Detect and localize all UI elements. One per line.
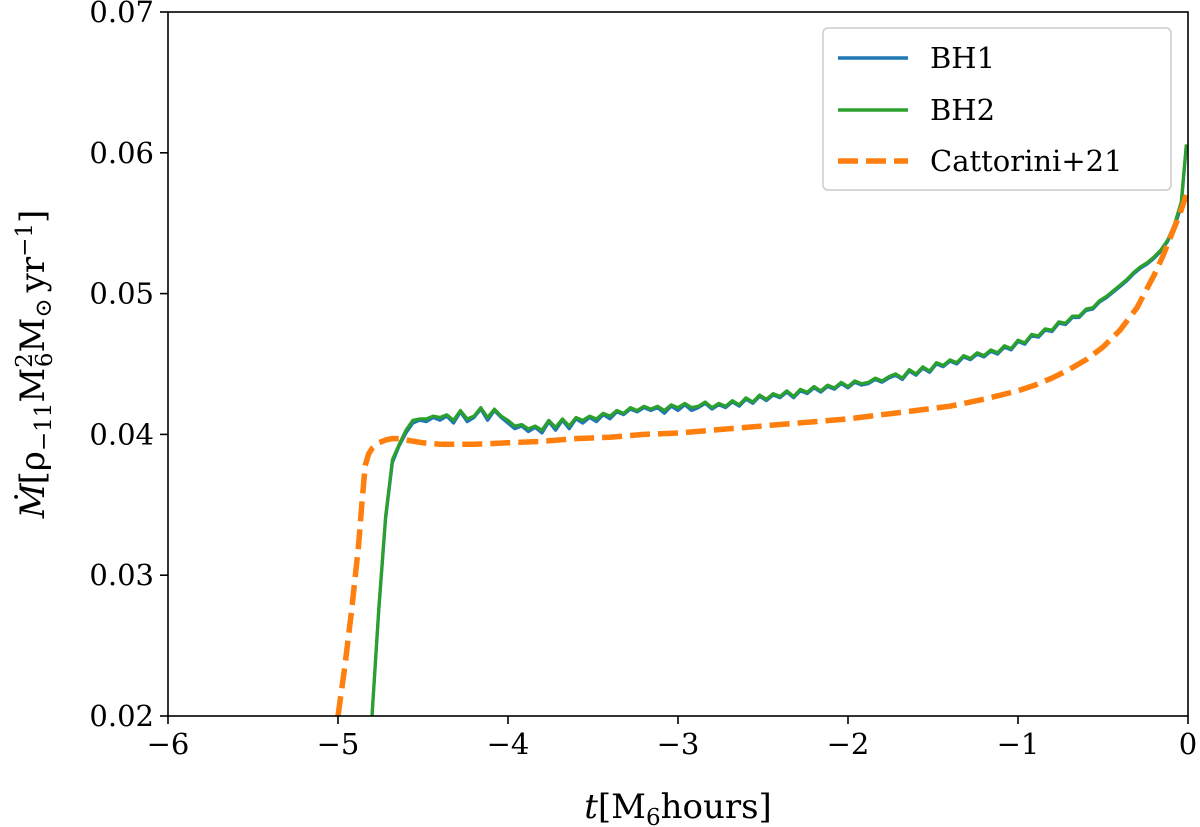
y-tick-label: 0.07 xyxy=(89,0,154,29)
y-axis-label-open: [ρ xyxy=(13,451,53,484)
y-tick-label: 0.02 xyxy=(89,699,154,733)
x-tick-label: −6 xyxy=(147,727,190,761)
x-axis-label-rest: hours] xyxy=(661,787,772,827)
legend-label-bh2: BH2 xyxy=(930,93,995,127)
y-axis-label-rho-sub: −11 xyxy=(31,403,57,452)
series-layer xyxy=(335,144,1188,716)
x-axis-label-var: t xyxy=(584,787,598,827)
x-axis-ticks: −6 −5 −4 −3 −2 −1 0 xyxy=(147,716,1197,761)
x-tick-label: −4 xyxy=(487,727,530,761)
y-axis-label-m-sup: 2 xyxy=(12,353,38,368)
legend-label-bh1: BH1 xyxy=(930,41,995,75)
y-tick-label: 0.04 xyxy=(89,417,154,451)
y-axis-ticks: 0.02 0.03 0.04 0.05 0.06 0.07 xyxy=(89,0,168,733)
y-axis-label-yr-sup: −1 xyxy=(12,223,38,257)
x-tick-label: −5 xyxy=(317,727,360,761)
x-tick-label: 0 xyxy=(1179,727,1197,761)
x-axis-label: t[M6hours] xyxy=(584,787,772,827)
legend-box xyxy=(822,27,1172,191)
y-axis-label-sun-sub: ⊙ xyxy=(31,298,57,317)
series-line-bh2 xyxy=(370,144,1188,716)
x-axis-label-open: [M xyxy=(598,787,646,827)
x-axis-label-sub: 6 xyxy=(646,805,661,827)
y-axis-label-mdot: M xyxy=(13,482,53,519)
y-axis-label-close: ] xyxy=(13,210,53,223)
x-tick-label: −2 xyxy=(827,727,870,761)
y-tick-label: 0.05 xyxy=(89,277,154,311)
y-axis-label-yr: yr xyxy=(13,256,53,293)
x-tick-label: −3 xyxy=(657,727,700,761)
y-tick-label: 0.03 xyxy=(89,558,154,592)
x-tick-label: −1 xyxy=(997,727,1040,761)
y-tick-label: 0.06 xyxy=(89,136,154,170)
y-axis-label-m-sub: 6 xyxy=(32,353,58,368)
y-axis-label-dot: ˙ xyxy=(9,488,49,505)
legend-label-cattorini: Cattorini+21 xyxy=(930,144,1123,178)
legend: BH1 BH2 Cattorini+21 xyxy=(822,27,1172,191)
series-line-cattorini-21 xyxy=(335,194,1188,716)
y-axis-label-msun: M xyxy=(13,318,53,353)
y-axis-label: M˙[ρ−11M26M⊙yr−1] xyxy=(9,210,58,520)
y-axis-label-m: M xyxy=(13,368,53,403)
